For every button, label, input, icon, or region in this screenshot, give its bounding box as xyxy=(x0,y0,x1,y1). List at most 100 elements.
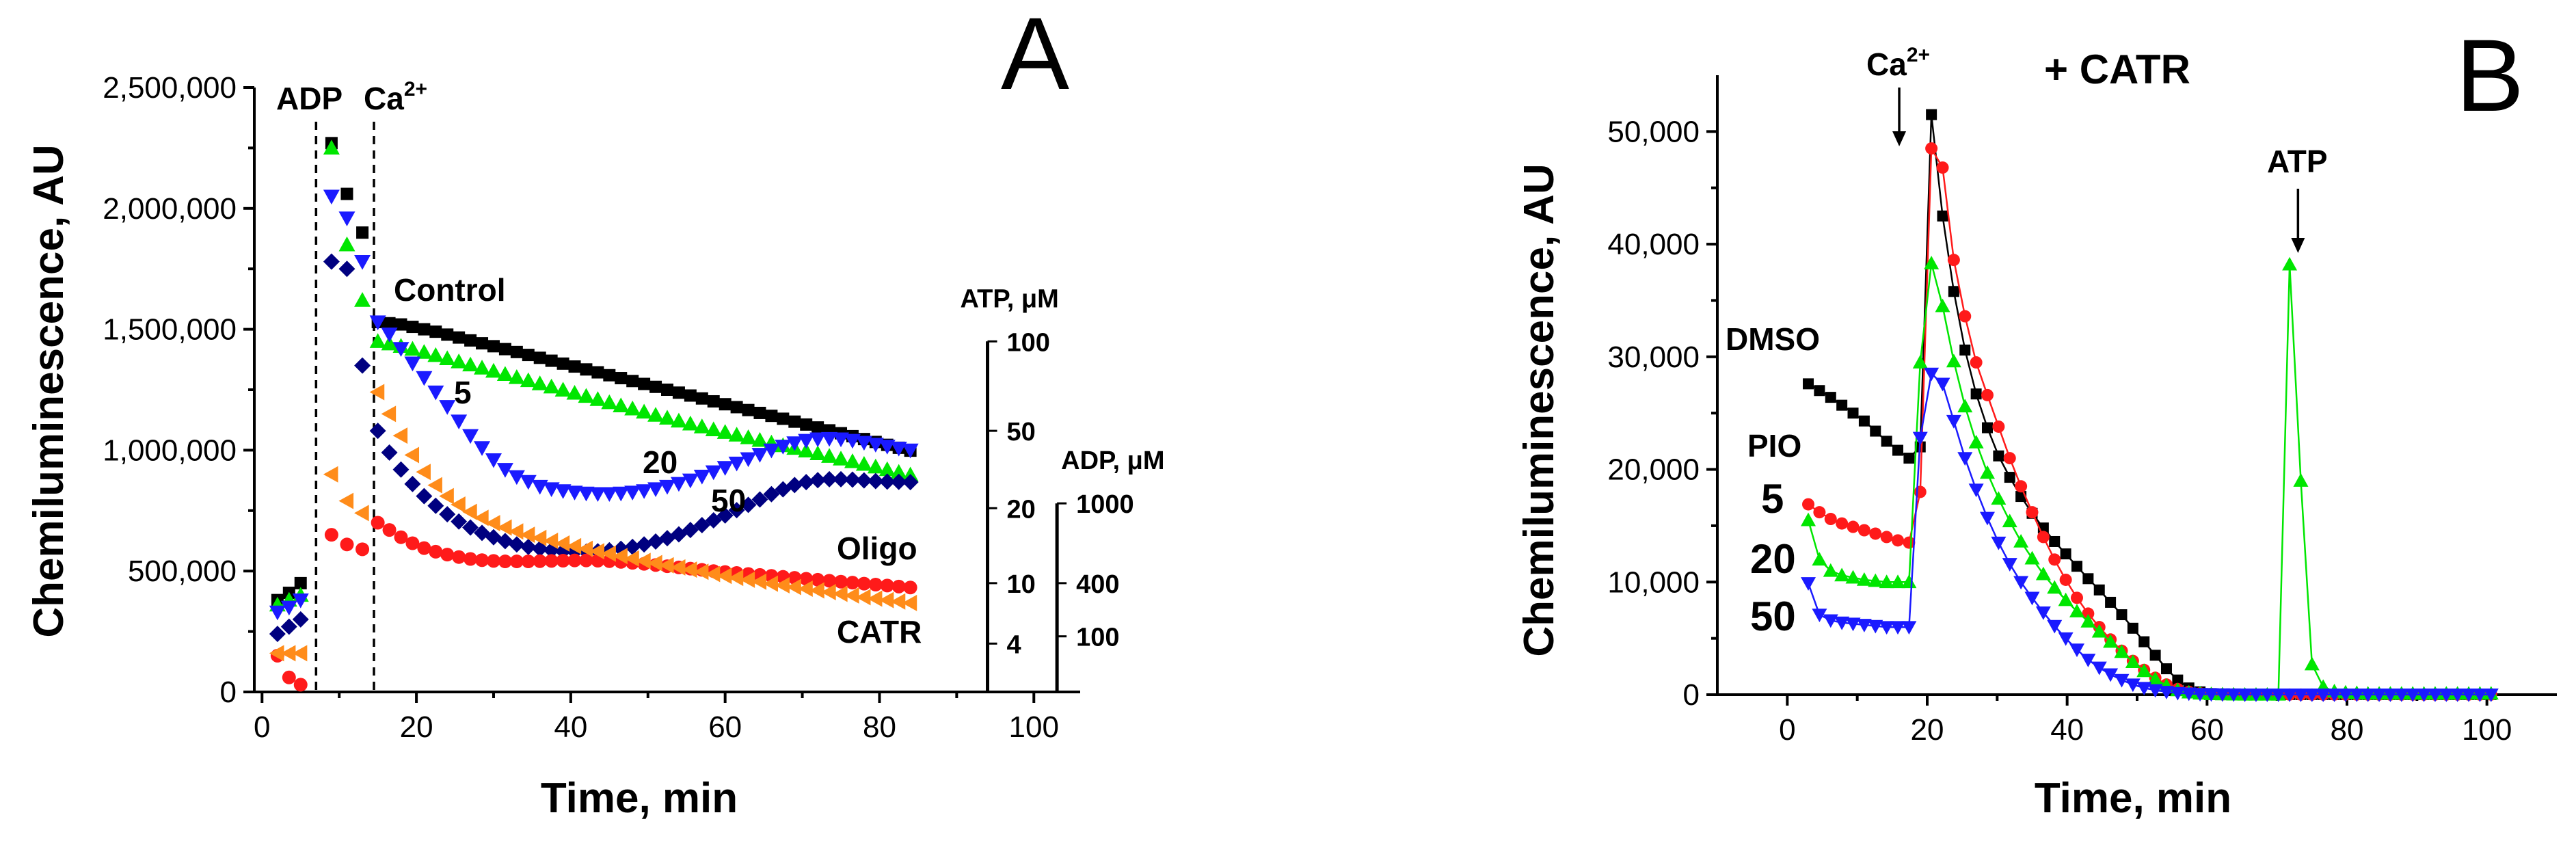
panel-a-series-catr xyxy=(269,384,917,662)
panel-a-point-green xyxy=(740,429,757,444)
panel-b-point-50 xyxy=(2192,688,2208,702)
panel-a-point-control xyxy=(568,360,581,373)
panel-a-point-5 xyxy=(705,465,722,481)
panel-b-point-5 xyxy=(1857,524,1870,537)
panel-b-x-tick-label: 100 xyxy=(2462,713,2512,747)
panel-a-point-catr xyxy=(833,585,848,602)
panel-a-point-5 xyxy=(878,440,896,455)
panel-b-point-20 xyxy=(2293,473,2309,487)
panel-a-point-catr xyxy=(589,543,604,560)
panel-a-point-catr xyxy=(867,590,883,607)
panel-b-point-50 xyxy=(2472,689,2488,702)
panel-b-point-50 xyxy=(2181,687,2197,702)
panel-a-point-catr xyxy=(613,548,628,565)
panel-b-point-dmso xyxy=(2093,584,2105,596)
panel-b-point-5 xyxy=(1880,531,1893,544)
panel-b-point-5 xyxy=(2026,506,2039,519)
panel-a-point-oligo xyxy=(464,552,478,566)
panel-a-point-control xyxy=(464,334,477,347)
event-label-ca-base: Ca xyxy=(364,81,404,116)
panel-a-point-50 xyxy=(338,261,355,278)
panel-a-point-oligo xyxy=(845,576,859,590)
panel-a-point-green xyxy=(636,403,653,419)
panel-b-title: + CATR xyxy=(2044,46,2190,92)
panel-b-point-50 xyxy=(2461,689,2477,702)
panel-a-point-green xyxy=(439,350,456,365)
scale-title-adp-m: ADP, μM xyxy=(1061,446,1164,475)
annotation-control: Control xyxy=(394,272,506,308)
panel-a-point-oligo xyxy=(405,536,420,550)
panel-a-point-control xyxy=(591,366,604,379)
panel-a-point-green xyxy=(566,384,583,400)
panel-b-point-20 xyxy=(1834,568,1850,582)
panel-b-point-5 xyxy=(1925,142,1938,155)
panel-b-series-20 xyxy=(1801,256,2499,701)
panel-b-point-20 xyxy=(1879,574,1894,589)
arrow-label-ca-sup: 2+ xyxy=(1907,44,1930,66)
scale-tick-label: 400 xyxy=(1076,570,1119,599)
panel-a-point-control xyxy=(661,384,673,396)
panel-a-point-catr xyxy=(292,645,308,662)
panel-b-chart: 0 20 40 60 80 100 0 10,000 20,000 30,000 40,000 50,… xyxy=(1516,18,2557,822)
event-label-ca: Ca2+ xyxy=(364,78,427,116)
panel-a-point-oligo xyxy=(533,554,547,568)
panel-a-point-catr xyxy=(508,523,524,540)
panel-a-point-control xyxy=(753,406,766,419)
panel-a-point-control xyxy=(476,337,489,350)
panel-a-point-oligo xyxy=(440,548,455,562)
panel-b-point-dmso xyxy=(2149,650,2161,661)
panel-a-point-oligo xyxy=(834,574,848,589)
panel-b-point-20 xyxy=(1823,563,1838,577)
panel-a-point-catr xyxy=(416,464,431,481)
panel-b-point-20 xyxy=(2047,580,2063,594)
panel-a-point-50 xyxy=(855,472,872,489)
panel-a-point-catr xyxy=(682,561,697,578)
panel-a-point-catr xyxy=(485,515,500,532)
panel-a-point-control xyxy=(294,576,307,589)
panel-b-y-tick-label: 20,000 xyxy=(1607,453,1700,487)
panel-a-point-50 xyxy=(369,423,386,440)
panel-a-point-catr xyxy=(280,645,296,662)
panel-a-x-tick-label: 80 xyxy=(863,710,896,744)
panel-a-point-catr xyxy=(451,496,466,513)
panel-b-point-50 xyxy=(2349,689,2365,702)
panel-b-point-50 xyxy=(1890,621,1906,635)
panel-a-point-green xyxy=(682,415,699,431)
panel-b-point-50 xyxy=(2383,689,2398,702)
annotation-50: 50 xyxy=(711,483,746,518)
panel-b-point-5 xyxy=(1903,536,1916,549)
panel-a-point-green xyxy=(416,344,433,359)
panel-b-point-50 xyxy=(2270,689,2286,702)
panel-a-point-green xyxy=(624,400,641,416)
panel-a-point-catr xyxy=(716,568,732,585)
panel-a-point-green xyxy=(554,382,572,397)
scale-tick-label: 20 xyxy=(1007,495,1036,524)
panel-a-point-green xyxy=(381,335,398,351)
panel-b-point-50 xyxy=(1991,536,2007,550)
panel-b-point-5 xyxy=(1970,356,1983,369)
panel-b-point-50 xyxy=(2393,689,2409,702)
annotation-catr: CATR xyxy=(837,614,922,650)
panel-a-point-5 xyxy=(821,431,838,447)
panel-b-point-50 xyxy=(2405,689,2421,702)
panel-b-xlabel: Time, min xyxy=(2035,775,2231,822)
panel-b-point-50 xyxy=(2427,689,2443,702)
panel-a-point-catr xyxy=(821,583,836,600)
panel-b-point-50 xyxy=(2282,689,2298,702)
panel-b-point-20 xyxy=(2069,604,2084,617)
panel-a-y-tick-label: 500,000 xyxy=(128,555,237,588)
panel-a-point-5 xyxy=(323,189,340,205)
panel-b-point-50 xyxy=(2091,661,2107,676)
panel-a-point-5 xyxy=(392,342,410,357)
panel-a-point-5 xyxy=(693,469,710,485)
panel-a-y-tick-label: 1,500,000 xyxy=(103,313,237,347)
panel-a-point-green xyxy=(338,236,355,252)
panel-b-point-50 xyxy=(2170,686,2186,701)
panel-b-y-tick-label: 30,000 xyxy=(1607,341,1700,374)
panel-a-point-catr xyxy=(392,427,408,444)
panel-b-point-20 xyxy=(1991,491,2007,505)
annotation-5: 5 xyxy=(454,375,472,410)
panel-a-point-oligo xyxy=(452,550,466,564)
panel-a-point-oligo xyxy=(822,574,837,588)
panel-a-point-5 xyxy=(890,441,907,457)
